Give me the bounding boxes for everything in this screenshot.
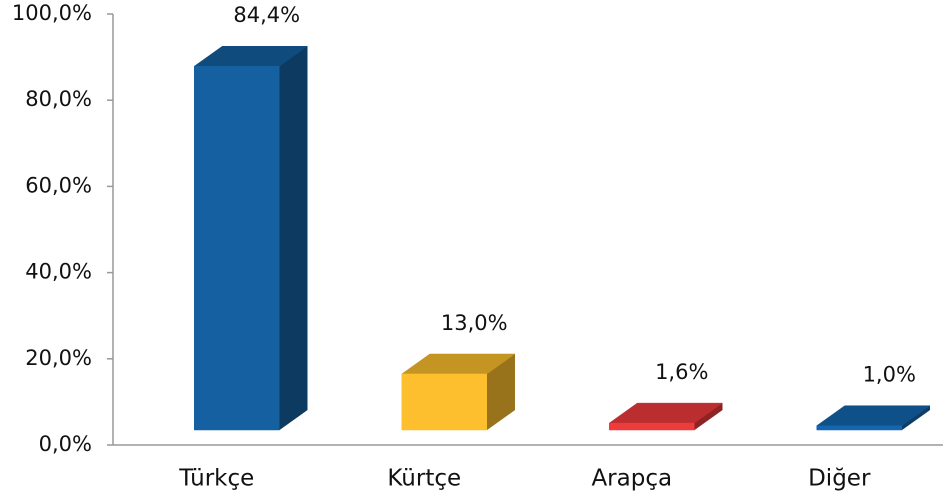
x-tick-label: Kürtçe	[387, 466, 461, 492]
y-tick-label: 20,0%	[25, 346, 92, 370]
bar-front	[194, 65, 280, 431]
x-tick-label: Diğer	[808, 466, 871, 492]
x-tick-label: Arapça	[591, 466, 672, 492]
bar-front	[609, 422, 695, 431]
bar	[400, 353, 516, 431]
bar	[193, 45, 309, 431]
bar-front	[401, 373, 487, 431]
bar-side	[279, 45, 308, 431]
value-label: 13,0%	[441, 311, 508, 335]
y-tick-label: 60,0%	[25, 173, 92, 197]
bar-front	[816, 425, 902, 431]
value-label: 1,0%	[863, 363, 916, 387]
bar	[815, 405, 931, 431]
value-label: 84,4%	[233, 3, 300, 27]
y-tick-label: 80,0%	[25, 87, 92, 111]
x-tick-label: Türkçe	[178, 466, 254, 492]
value-label: 1,6%	[655, 360, 708, 384]
bar-top	[815, 405, 931, 426]
bar	[608, 402, 724, 431]
y-tick-label: 40,0%	[25, 260, 92, 284]
y-tick-label: 100,0%	[12, 1, 92, 25]
y-tick-label: 0,0%	[39, 432, 92, 456]
